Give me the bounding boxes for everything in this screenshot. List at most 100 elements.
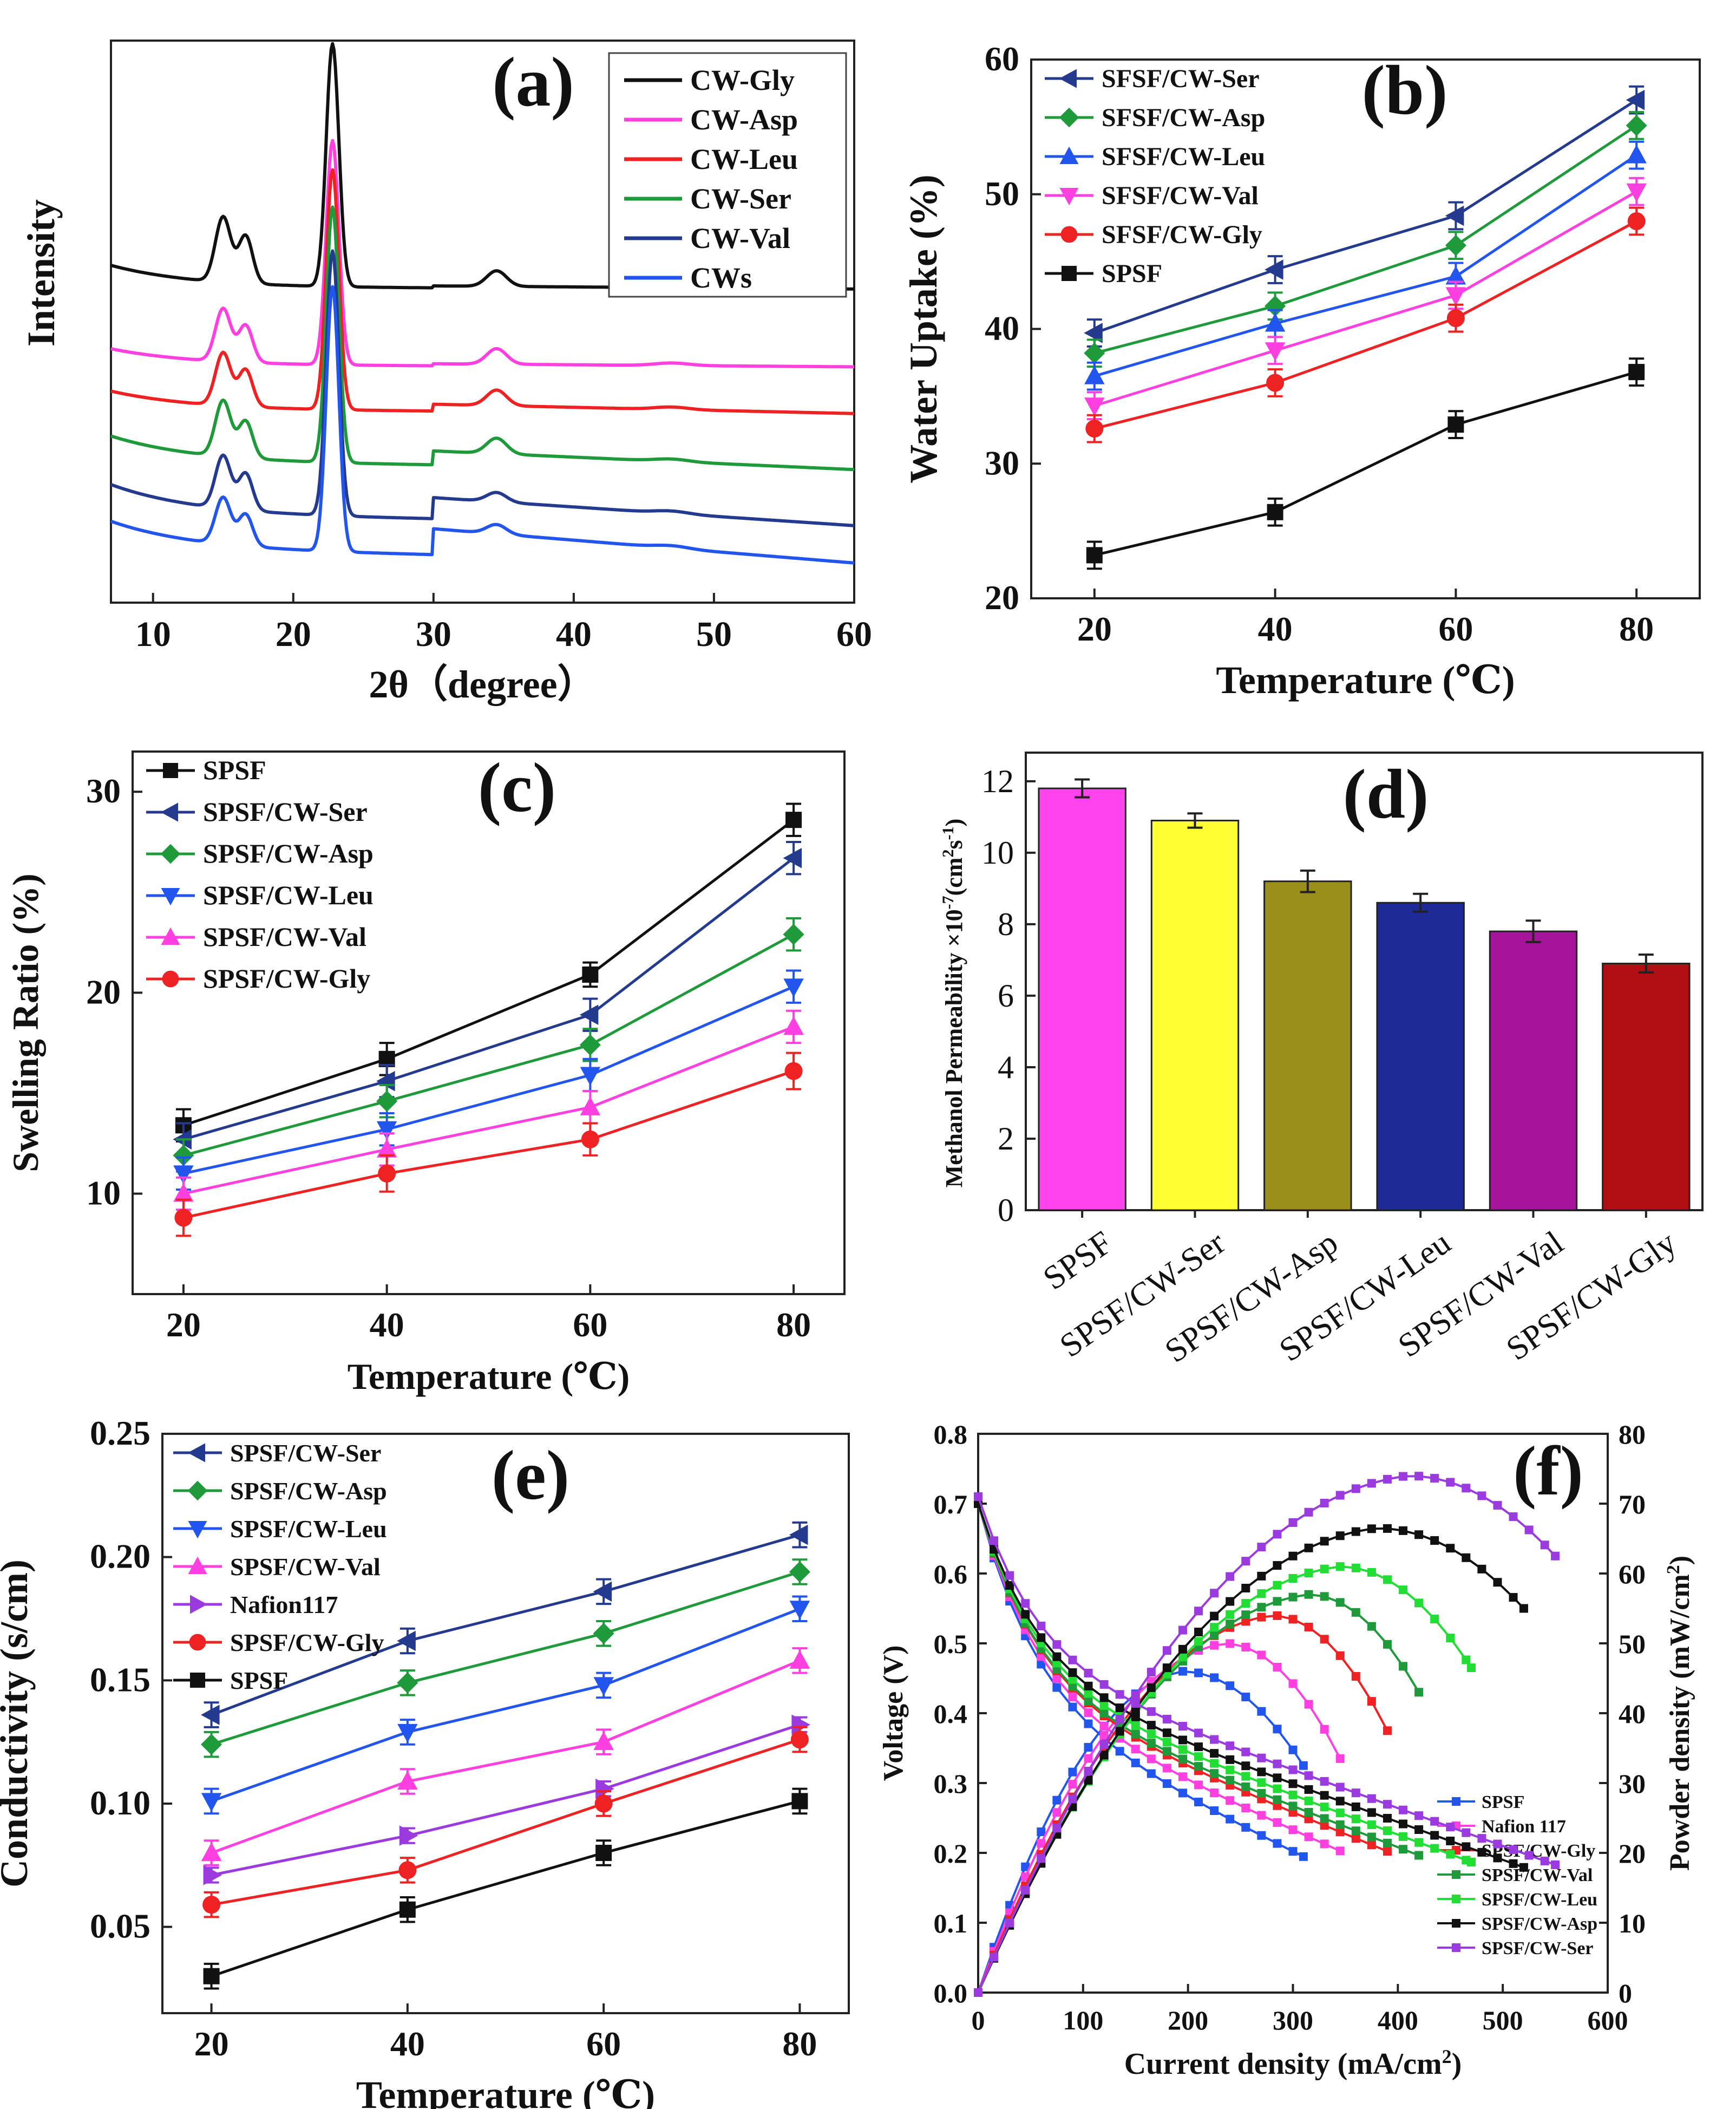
y-tick-label: 0.1 (934, 1908, 968, 1938)
voltage-point (1273, 1773, 1282, 1782)
legend-label: SPSF/CW-Leu (1482, 1890, 1597, 1910)
voltage-curve-SPSF (977, 1503, 1304, 1858)
voltage-point (1446, 1850, 1455, 1859)
legend-marker (187, 1480, 208, 1501)
power-point (1037, 1854, 1046, 1863)
data-point (1265, 259, 1283, 280)
legend-marker (163, 763, 178, 778)
x-tick-label: 40 (556, 615, 592, 654)
voltage-point (1084, 1696, 1093, 1706)
legend-label: Nafion 117 (1482, 1817, 1566, 1837)
voltage-point (1115, 1747, 1124, 1756)
voltage-point (1210, 1806, 1219, 1816)
y2-axis-label: Powder density (mW/cm2) (1663, 1556, 1696, 1871)
x-tick-label: 20 (194, 2025, 229, 2063)
power-point (1462, 1655, 1471, 1664)
voltage-point (1162, 1779, 1171, 1788)
data-point (397, 1672, 418, 1694)
y-tick-label: 0 (998, 1192, 1014, 1228)
power-point (1147, 1668, 1156, 1677)
voltage-point (974, 1492, 982, 1501)
power-point (1288, 1679, 1298, 1688)
voltage-point (1147, 1739, 1156, 1748)
voltage-point (1052, 1683, 1062, 1692)
plot-frame (1030, 58, 1701, 599)
power-point (1383, 1575, 1392, 1584)
voltage-point (1084, 1689, 1093, 1698)
power-point (1084, 1754, 1093, 1763)
y2-axis-label-part: ) (1665, 1556, 1695, 1565)
power-point (1005, 1918, 1014, 1928)
y-axis-label: Methanol Permeability ×10-7(cm2s-1) (939, 819, 968, 1188)
voltage-point (1194, 1742, 1203, 1752)
x-tick-label: 60 (586, 2025, 621, 2063)
voltage-point (1147, 1707, 1156, 1716)
voltage-point (1414, 1851, 1424, 1860)
series-line-SFSF/CW-Asp (1094, 124, 1637, 355)
power-point (1257, 1603, 1266, 1612)
panel-label: (a) (492, 43, 574, 121)
voltage-point (1210, 1788, 1219, 1798)
legend-marker (161, 927, 180, 945)
y-tick-label: 60 (985, 40, 1019, 78)
power-point (1147, 1683, 1156, 1692)
x-tick-label: 60 (836, 615, 872, 654)
voltage-point (1162, 1714, 1171, 1723)
power-point (1194, 1628, 1203, 1637)
voltage-point (1273, 1759, 1282, 1768)
y-tick-label: 20 (86, 972, 121, 1011)
power-point (1115, 1714, 1124, 1723)
voltage-point (1052, 1640, 1062, 1649)
power-point (1414, 1688, 1424, 1697)
voltage-point (1194, 1752, 1203, 1761)
voltage-point (1288, 1790, 1298, 1799)
legend-marker (1062, 266, 1077, 281)
voltage-point (1446, 1823, 1455, 1832)
legend-label: SPSF (1102, 259, 1162, 288)
data-point (376, 1091, 398, 1112)
y-tick-label: 10 (86, 1173, 121, 1212)
power-point (1414, 1598, 1424, 1608)
power-curve-Nafion 117 (977, 1642, 1341, 1993)
voltage-point (1383, 1826, 1392, 1835)
power-point (1162, 1663, 1171, 1673)
voltage-point (1084, 1668, 1093, 1677)
power-point (1320, 1592, 1329, 1601)
voltage-point (1477, 1847, 1486, 1857)
voltage-point (1099, 1709, 1109, 1718)
x-tick-label: 30 (416, 615, 451, 654)
legend-label: SPSF/CW-Asp (1482, 1914, 1597, 1934)
power-point (1021, 1862, 1030, 1871)
voltage-point (1147, 1754, 1156, 1764)
voltage-point (1304, 1771, 1313, 1780)
voltage-point (1084, 1719, 1093, 1728)
voltage-point (1335, 1820, 1345, 1829)
x-tick-label: SPSF (1037, 1224, 1119, 1297)
power-point (1273, 1662, 1282, 1671)
legend-label: SPSF/CW-Leu (230, 1515, 387, 1543)
power-point (1304, 1569, 1313, 1578)
data-point (201, 1705, 220, 1725)
plot-frame (161, 1433, 850, 2014)
xrd-curve-CWs (110, 285, 855, 565)
data-point (397, 1723, 418, 1743)
voltage-point (1099, 1680, 1109, 1689)
series-line-SPSF/CW-Ser (183, 857, 795, 1141)
power-point (1131, 1690, 1140, 1700)
voltage-point (1037, 1621, 1046, 1630)
power-point (1273, 1581, 1282, 1590)
voltage-point (1131, 1712, 1140, 1721)
power-point (1099, 1731, 1109, 1740)
power-point (1383, 1726, 1392, 1735)
chart-panel-e: 20 40 60 80 0.05 0.10 0.15 0.20 0.25 Temperature … (0, 1414, 850, 2109)
legend-label: SPSF/CW-Ser (1482, 1938, 1594, 1958)
power-point (1335, 1491, 1345, 1500)
plot-frame (1025, 752, 1704, 1211)
power-point (1383, 1524, 1392, 1533)
voltage-point (1178, 1735, 1187, 1745)
y-tick-label: 0.8 (934, 1419, 968, 1449)
y-axis-label: Water Uptake (%) (902, 174, 945, 484)
power-point (990, 1953, 999, 1962)
data-point (579, 1034, 601, 1056)
